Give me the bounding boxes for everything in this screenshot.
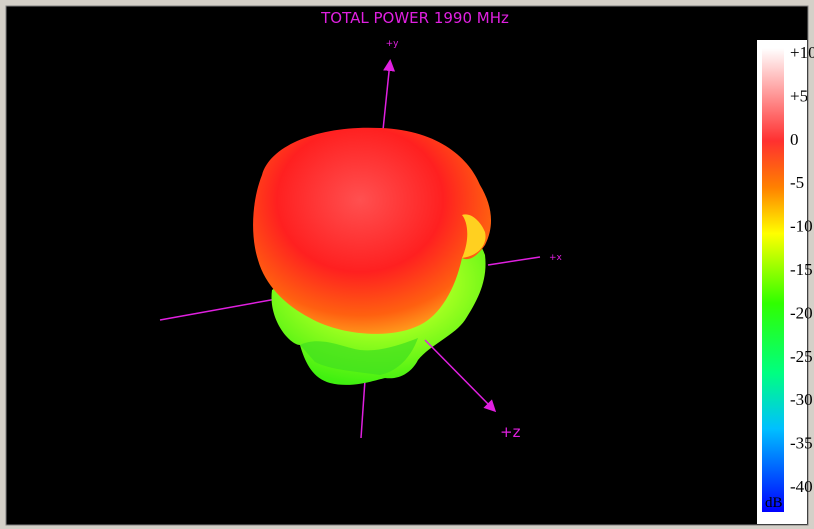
- pattern-shade: [300, 338, 418, 375]
- title: TOTAL POWER 1990 MHz: [320, 9, 509, 27]
- colorbar-label: -5: [790, 173, 804, 192]
- colorbar-unit: dB: [765, 495, 783, 511]
- axis-label: +z: [500, 423, 521, 441]
- colorbar-label: 0: [790, 130, 799, 149]
- colorbar-label: -30: [790, 390, 813, 409]
- y-axis: [382, 59, 396, 131]
- axis-line: [360, 379, 366, 439]
- colorbar-label: -10: [790, 217, 813, 236]
- axis-label: +y: [386, 39, 400, 49]
- colorbar-label: -35: [790, 434, 813, 453]
- z-axis: [424, 339, 497, 413]
- colorbar-label: +5: [790, 86, 808, 105]
- axis-line: [159, 297, 283, 321]
- colorbar-label: -25: [790, 347, 813, 366]
- colorbar-label: -15: [790, 260, 813, 279]
- colorbar-label: -20: [790, 303, 813, 322]
- colorbar-label: -40: [790, 477, 813, 496]
- colorbar-label: +10: [790, 43, 814, 62]
- axis-label: +x: [549, 253, 563, 263]
- pattern-lobe-main: [253, 127, 492, 334]
- pattern-shade: [462, 214, 486, 258]
- colorbar-labels: +10 +5 0 -5 -10 -15 -20 -25 -30 -35 -40: [790, 43, 814, 496]
- x-axis: [487, 256, 541, 266]
- colorbar: [762, 48, 784, 512]
